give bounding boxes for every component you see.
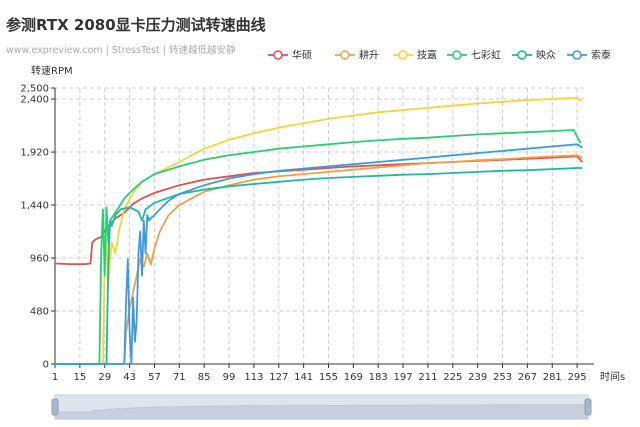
y-tick-label: 0 [43,360,49,371]
data-zoom-slider[interactable] [51,394,592,420]
x-tick-label: 141 [294,372,313,383]
slider-handle-right[interactable] [584,398,592,416]
series-line-5 [55,167,583,365]
legend-label: 华硕 [292,49,312,62]
x-tick-label: 169 [344,372,363,383]
y-tick-label: 1,920 [20,148,49,159]
series-line-3 [55,97,582,365]
x-tick-label: 29 [98,372,111,383]
legend-marker-icon [340,50,350,60]
legend-item-1[interactable]: 华硕 [268,49,312,62]
x-tick-label: 1 [52,372,58,383]
slider-preview-area [54,404,589,420]
y-tick-label: 960 [30,254,49,265]
x-tick-label: 113 [244,372,263,383]
x-tick-label: 99 [223,372,236,383]
x-tick-label: 71 [173,372,186,383]
legend-item-5[interactable]: 映众 [512,50,556,62]
legend-item-2[interactable]: 耕升 [335,49,379,62]
legend-label: 映众 [536,50,556,62]
legend-label: 七彩虹 [471,50,501,62]
series-line-4 [55,129,582,365]
legend-label: 技嘉 [417,49,437,62]
x-tick-label: 155 [319,372,338,383]
x-tick-label: 85 [198,372,211,383]
legend-item-6[interactable]: 索泰 [567,49,611,62]
x-tick-label: 211 [418,372,437,383]
legend-label: 耕升 [359,49,379,62]
legend-item-4[interactable]: 七彩虹 [447,50,501,62]
legend[interactable]: 华硕 耕升 技嘉 七彩虹 映众 索泰 [268,49,611,62]
x-tick-label: 197 [394,372,413,383]
x-tick-label: 183 [369,372,388,383]
y-tick-label: 480 [30,307,49,318]
x-tick-label: 281 [543,372,562,383]
x-tick-label: 253 [493,372,512,383]
x-tick-label: 295 [568,372,587,383]
x-tick-label: 43 [123,372,136,383]
y-axis-title: 转速RPM [31,64,73,77]
x-tick-label: 127 [269,372,288,383]
y-tick-label: 1,440 [20,201,49,212]
x-tick-label: 225 [443,372,462,383]
x-tick-label: 267 [518,372,537,383]
series-line-6 [55,143,583,365]
legend-marker-icon [517,50,527,60]
x-axis-title: 时间s [600,370,625,383]
legend-label: 索泰 [591,49,611,62]
legend-item-3[interactable]: 技嘉 [393,49,437,62]
x-tick-label: 239 [468,372,487,383]
y-tick-label: 2,500 [20,84,49,95]
series-lines [54,97,584,365]
legend-marker-icon [572,50,582,60]
legend-marker-icon [398,50,408,60]
legend-marker-icon [273,50,283,60]
slider-handle-left[interactable] [51,398,59,416]
x-tick-label: 57 [148,372,161,383]
x-tick-label: 15 [73,372,86,383]
y-tick-label: 2,400 [20,95,49,106]
chart-title: 参测RTX 2080显卡压力测试转速曲线 [6,16,266,34]
chart-subtitle: www.expreview.com | StressTest | 转速越低越安静 [6,45,236,56]
legend-marker-icon [452,50,462,60]
